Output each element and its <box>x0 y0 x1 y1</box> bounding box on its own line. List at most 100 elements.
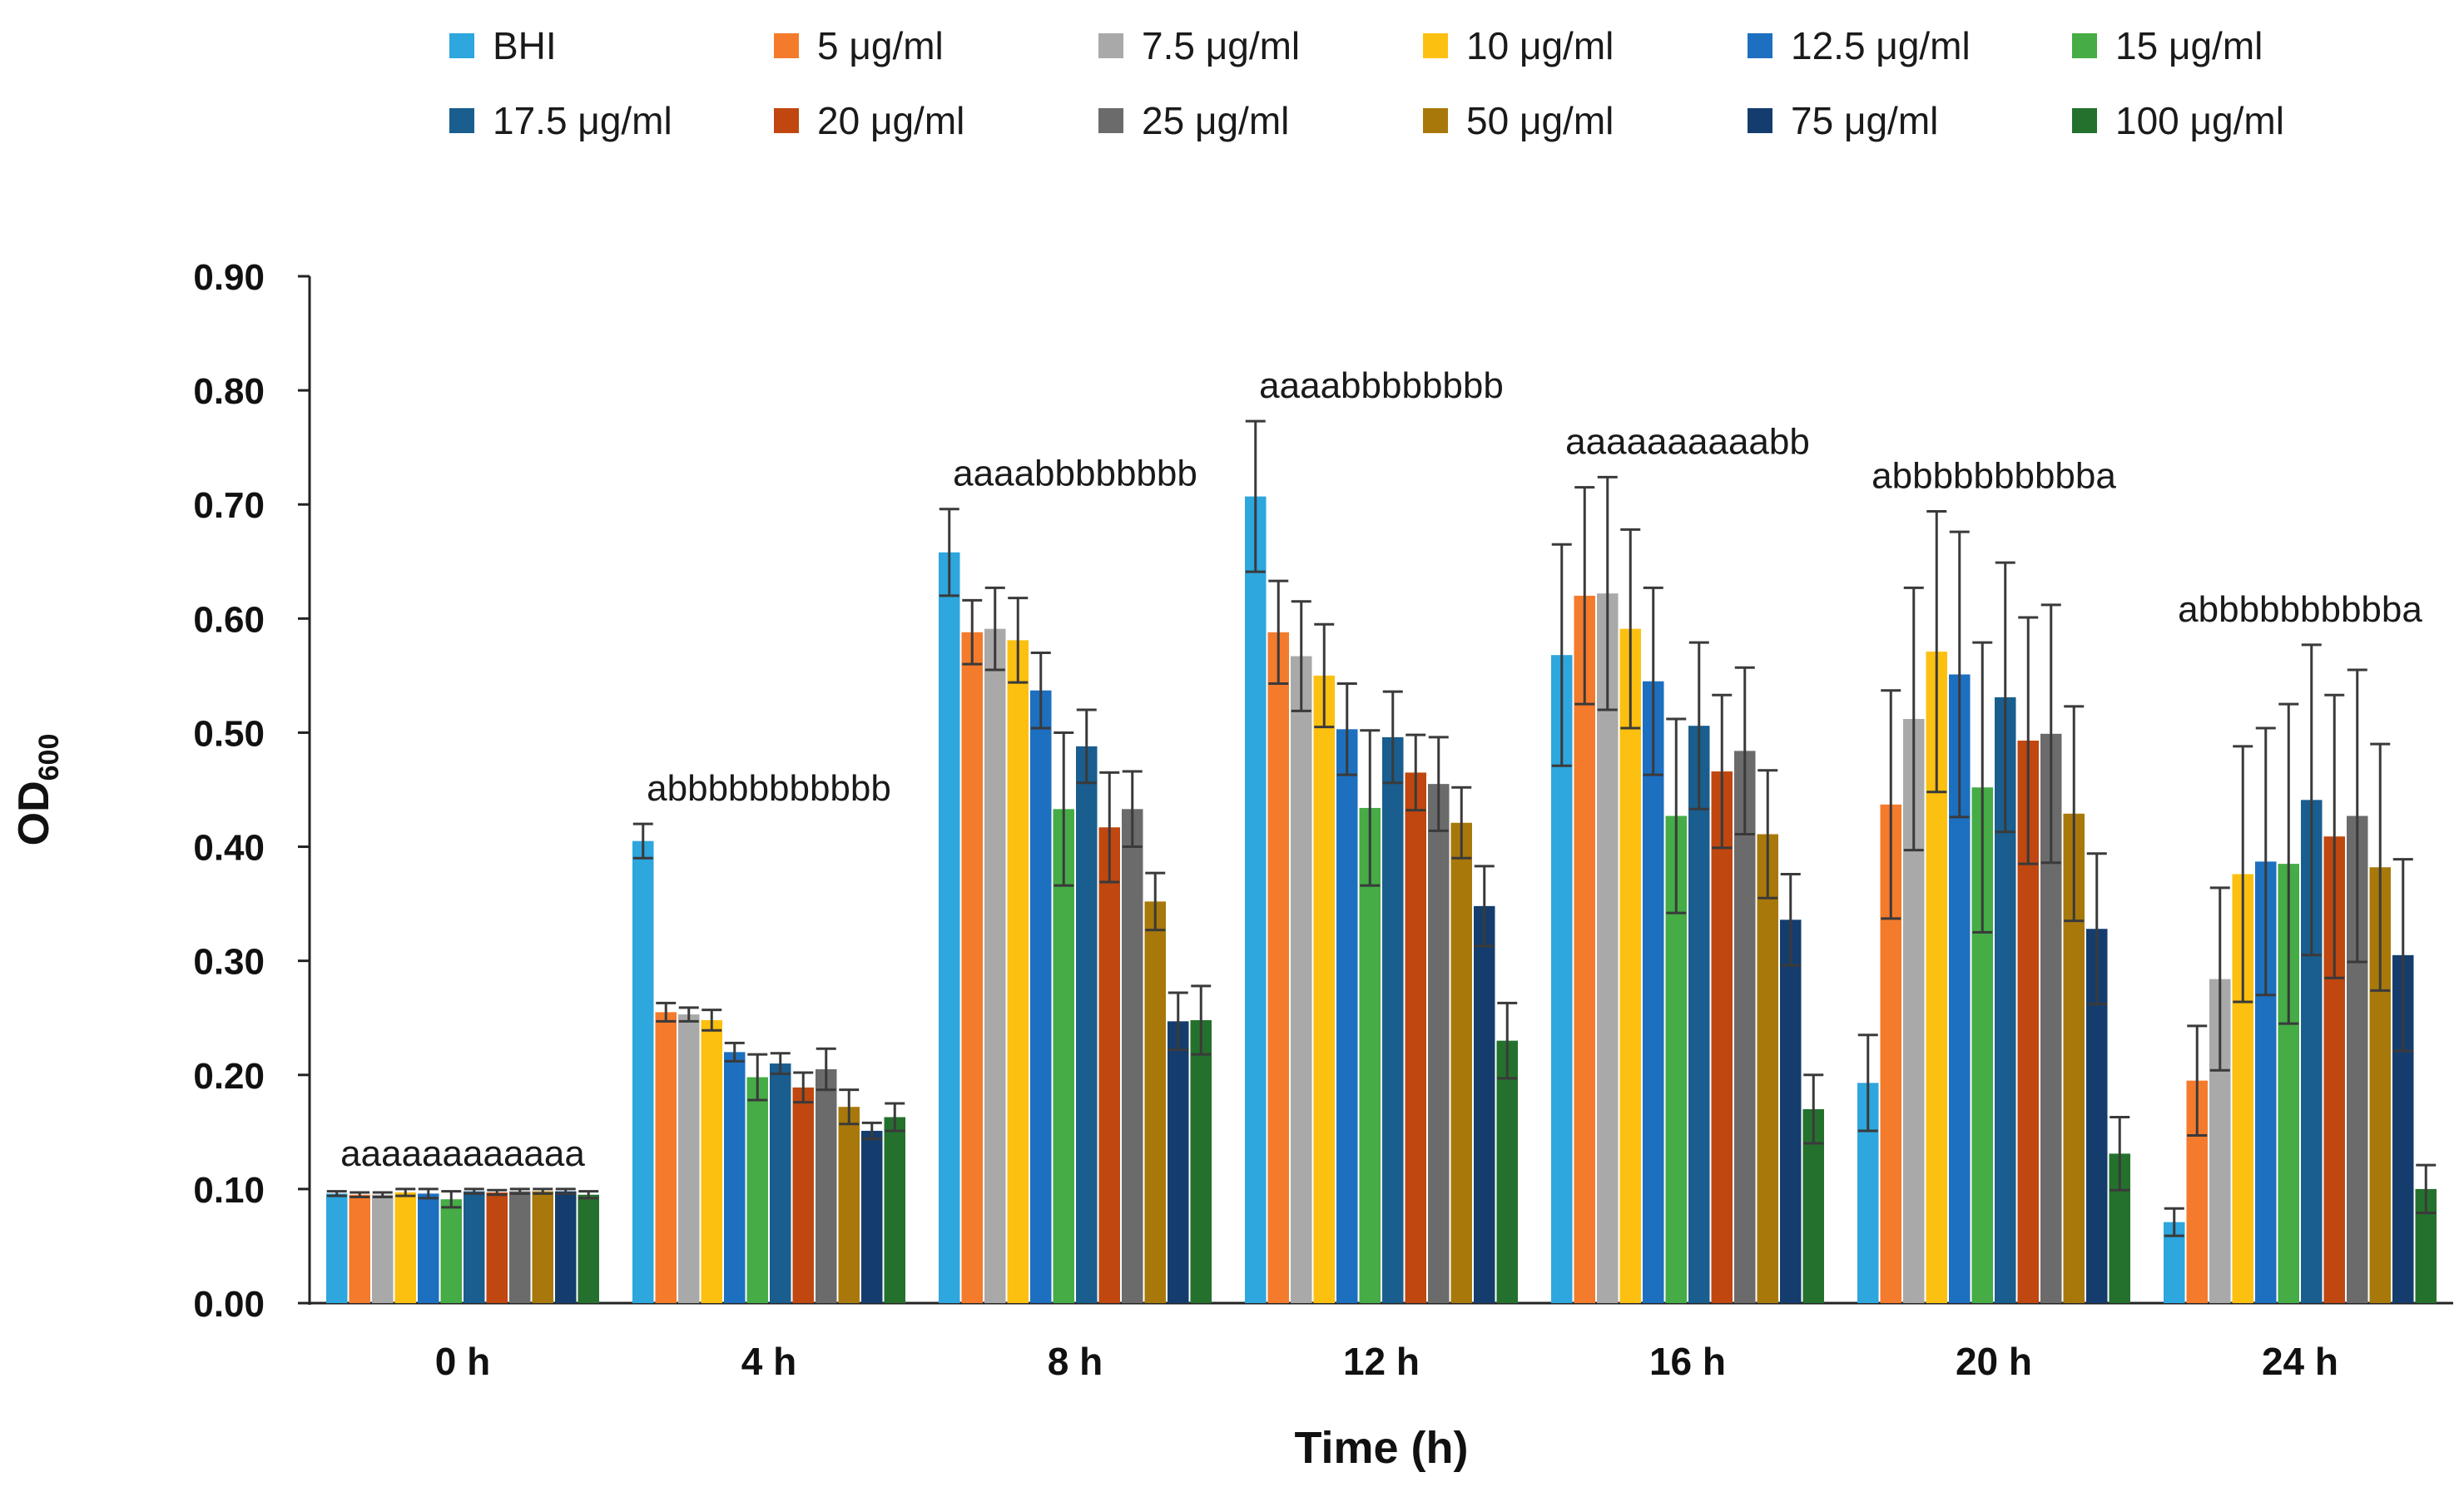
legend-label: 15 μg/ml <box>2115 24 2263 67</box>
y-axis-label: OD600 <box>10 734 65 846</box>
bar <box>632 840 654 1303</box>
legend-swatch <box>774 33 799 58</box>
legend-label: BHI <box>493 24 557 67</box>
bar <box>1291 656 1312 1303</box>
legend-swatch <box>449 33 474 58</box>
bar <box>884 1117 905 1303</box>
bar <box>555 1191 577 1303</box>
y-axis-label-main: OD <box>10 781 58 845</box>
y-tick-label: 0.90 <box>193 257 265 298</box>
bar <box>1757 834 1778 1303</box>
legend-item: 25 μg/ml <box>1098 98 1289 143</box>
legend-label: 5 μg/ml <box>817 24 944 67</box>
x-tick-label: 12 h <box>1343 1340 1420 1383</box>
legend-swatch <box>2072 108 2097 133</box>
legend-item: 15 μg/ml <box>2072 23 2263 68</box>
bar <box>1574 595 1595 1303</box>
bar <box>1359 807 1381 1303</box>
legend-swatch <box>1423 108 1448 133</box>
bar <box>1168 1021 1189 1303</box>
y-tick-label: 0.40 <box>193 828 265 869</box>
bar <box>1643 681 1664 1303</box>
y-tick-label: 0.30 <box>193 942 265 983</box>
bar <box>724 1052 746 1303</box>
bar <box>1428 784 1450 1303</box>
bar <box>1734 751 1756 1303</box>
legend-swatch <box>2072 33 2097 58</box>
bar <box>678 1014 700 1303</box>
x-tick-label: 0 h <box>435 1340 490 1383</box>
bar <box>838 1107 860 1303</box>
bar <box>792 1087 814 1303</box>
bar <box>1190 1019 1212 1303</box>
bar <box>1496 1040 1518 1303</box>
significance-label: abbbbbbbbbba <box>2178 589 2422 630</box>
significance-label: aaaaaaaaaaaa <box>340 1133 585 1174</box>
legend-item: 20 μg/ml <box>774 98 964 143</box>
x-tick-label: 16 h <box>1649 1340 1726 1383</box>
legend-swatch <box>774 108 799 133</box>
bar <box>746 1077 768 1303</box>
bar <box>1688 726 1710 1303</box>
legend-item: 100 μg/ml <box>2072 98 2284 143</box>
x-tick-label: 24 h <box>2262 1340 2338 1383</box>
y-tick-label: 0.10 <box>193 1170 265 1211</box>
y-tick-label: 0.70 <box>193 485 265 526</box>
bar <box>1313 675 1335 1303</box>
legend-swatch <box>1098 108 1123 133</box>
x-axis-label: Time (h) <box>1294 1423 1468 1473</box>
significance-label: abbbbbbbbbba <box>1872 455 2116 496</box>
bar <box>326 1193 348 1303</box>
legend-label: 10 μg/ml <box>1466 24 1614 67</box>
bar <box>701 1019 722 1303</box>
y-tick-label: 0.20 <box>193 1056 265 1097</box>
bar <box>1780 920 1802 1303</box>
bar <box>1076 746 1098 1303</box>
legend-swatch <box>449 108 474 133</box>
significance-label: aaaaaaaaaabb <box>1565 421 1810 462</box>
x-tick-label: 8 h <box>1048 1340 1103 1383</box>
legend-label: 75 μg/ml <box>1791 99 1939 142</box>
bar <box>486 1192 508 1303</box>
y-tick-label: 0.00 <box>193 1284 265 1325</box>
bar <box>1597 593 1619 1303</box>
bar <box>1336 729 1358 1303</box>
bar <box>861 1130 883 1303</box>
bar <box>1098 827 1120 1303</box>
legend-label: 17.5 μg/ml <box>493 99 672 142</box>
bar <box>578 1194 599 1303</box>
bar <box>1619 628 1641 1303</box>
legend-label: 20 μg/ml <box>817 99 965 142</box>
bar <box>1053 809 1074 1303</box>
legend-label: 50 μg/ml <box>1466 99 1614 142</box>
legend-swatch <box>1748 33 1772 58</box>
bar <box>961 632 983 1303</box>
bar <box>1007 640 1029 1303</box>
bar <box>1711 771 1733 1303</box>
bar <box>349 1194 370 1303</box>
y-axis-label-sub: 600 <box>33 734 65 781</box>
legend-item: 10 μg/ml <box>1423 23 1614 68</box>
bar <box>655 1012 677 1303</box>
legend-label: 100 μg/ml <box>2115 99 2284 142</box>
bar <box>1144 901 1166 1303</box>
legend-item: 7.5 μg/ml <box>1098 23 1300 68</box>
bar <box>464 1191 485 1303</box>
bar <box>1030 690 1052 1303</box>
bar <box>394 1192 416 1303</box>
legend-label: 25 μg/ml <box>1142 99 1290 142</box>
legend-item: 5 μg/ml <box>774 23 944 68</box>
bar <box>532 1191 553 1303</box>
bar <box>816 1068 837 1303</box>
bar <box>372 1194 394 1303</box>
bar <box>440 1199 462 1303</box>
legend-item: 50 μg/ml <box>1423 98 1614 143</box>
bar <box>418 1193 439 1303</box>
bar <box>984 628 1006 1303</box>
legend-swatch <box>1423 33 1448 58</box>
bar <box>1122 809 1143 1303</box>
bar <box>1382 736 1404 1303</box>
bar <box>1405 772 1426 1303</box>
